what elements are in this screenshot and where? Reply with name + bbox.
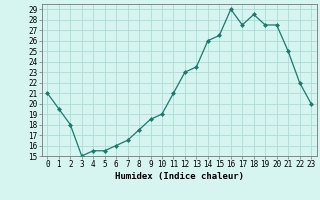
X-axis label: Humidex (Indice chaleur): Humidex (Indice chaleur) (115, 172, 244, 181)
